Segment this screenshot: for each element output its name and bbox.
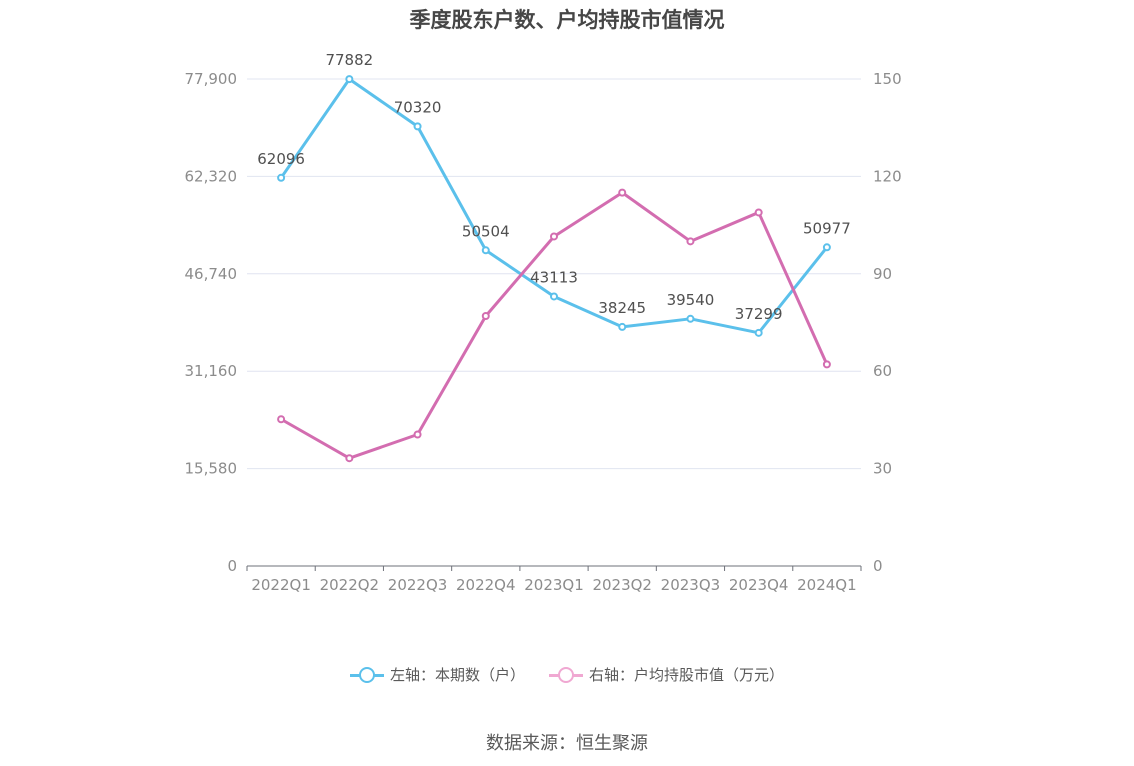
legend-swatch-blue [349,665,384,685]
x-tick-label: 2022Q3 [388,576,448,594]
y-right-tick-label: 60 [873,362,892,380]
x-tick-label: 2022Q2 [320,576,380,594]
data-point [618,322,627,331]
legend-item-right-axis[interactable]: 右轴：户均持股市值（万元） [549,664,784,685]
y-left-tick-label: 31,160 [185,362,238,380]
data-point [618,188,627,197]
data-label: 43113 [530,268,578,286]
x-tick-label: 2024Q1 [797,576,857,594]
data-point [413,122,422,131]
y-left-tick-label: 0 [227,557,237,575]
data-label: 39540 [667,291,715,309]
y-right-tick-label: 150 [873,70,902,88]
data-point [754,208,763,217]
data-label: 70320 [394,98,442,116]
legend-label-left: 左轴：本期数（户） [389,666,525,684]
data-label: 37299 [735,305,783,323]
y-left-tick-label: 62,320 [185,167,238,185]
data-point [686,314,695,323]
data-point [277,173,286,182]
x-tick-label: 2023Q4 [729,576,789,594]
legend-label-right: 右轴：户均持股市值（万元） [589,666,785,684]
data-point [686,237,695,246]
legend-swatch-pink [549,665,583,685]
y-right-tick-label: 120 [873,167,902,185]
data-point [345,454,354,463]
legend: 左轴：本期数（户） 右轴：户均持股市值（万元） [0,664,1134,685]
y-right-tick-label: 30 [873,460,892,478]
data-label: 62096 [257,150,305,168]
data-point [550,232,558,241]
x-tick-label: 2023Q2 [592,576,652,594]
data-point [481,312,490,321]
y-left-tick-label: 77,900 [185,70,238,88]
x-tick-label: 2022Q1 [251,576,311,594]
legend-item-left-axis[interactable]: 左轴：本期数（户） [349,664,525,685]
data-point [550,292,558,301]
y-right-tick-label: 90 [873,265,892,283]
data-point [754,328,763,337]
data-point [413,430,422,439]
data-point [345,75,354,84]
data-point [277,415,286,424]
y-left-tick-label: 15,580 [185,460,238,478]
data-label: 77882 [325,51,373,69]
x-tick-label: 2023Q3 [661,576,721,594]
x-tick-label: 2023Q1 [524,576,584,594]
data-point [822,360,831,369]
y-right-tick-label: 0 [873,557,883,575]
data-label: 50977 [803,219,851,237]
data-point [481,246,490,255]
y-left-tick-label: 46,740 [185,265,238,283]
source-note: 数据来源：恒生聚源 [486,733,648,754]
x-tick-label: 2022Q4 [456,576,516,594]
data-point [822,243,831,252]
chart-title: 季度股东户数、户均持股市值情况 [409,8,725,32]
data-label: 38245 [598,299,646,317]
data-label: 50504 [462,222,510,240]
